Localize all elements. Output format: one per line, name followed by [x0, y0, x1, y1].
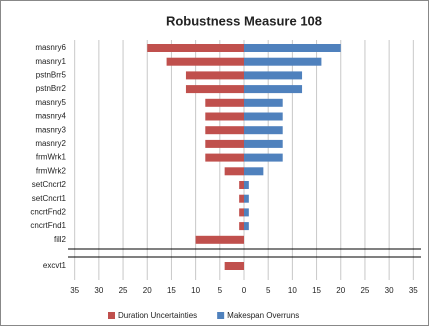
chart-title: Robustness Measure 108: [166, 13, 322, 28]
x-tick-label: 30: [94, 286, 103, 295]
y-tick-label: masnry4: [35, 112, 66, 121]
bar: [147, 44, 244, 52]
bar: [244, 167, 264, 176]
bar: [205, 153, 244, 162]
bar: [244, 71, 303, 80]
x-tick-label: 30: [385, 286, 394, 295]
legend-swatch: [108, 312, 115, 319]
y-tick-label: cncrtFnd2: [30, 208, 66, 217]
bar: [244, 222, 249, 231]
x-tick-label: 35: [70, 286, 79, 295]
bar: [224, 167, 244, 176]
bar: [166, 57, 244, 66]
y-tick-label: masnry1: [35, 57, 66, 66]
legend-swatch: [217, 312, 225, 319]
y-tick-label: fill2: [54, 235, 67, 244]
bar: [244, 57, 322, 66]
bar: [185, 85, 244, 94]
x-tick-label: 15: [312, 286, 321, 295]
x-tick-label: 10: [191, 286, 200, 295]
bar: [244, 153, 283, 162]
x-tick-label: 5: [218, 286, 223, 295]
y-tick-label: setCncrt2: [32, 180, 67, 189]
bar: [224, 262, 244, 270]
bar: [244, 139, 283, 148]
x-tick-label: 25: [360, 286, 369, 295]
x-tick-label: 20: [336, 286, 345, 295]
x-tick-label: 10: [288, 286, 297, 295]
y-tick-label: frmWrk1: [36, 153, 67, 162]
bar: [195, 235, 244, 244]
x-tick-label: 0: [242, 286, 247, 295]
bar: [239, 194, 244, 203]
y-tick-label: excvt1: [43, 261, 67, 270]
bar: [244, 126, 283, 135]
bar: [205, 126, 244, 135]
y-tick-label: masnry5: [35, 98, 66, 107]
bar: [239, 181, 244, 189]
bar: [244, 208, 249, 217]
x-tick-label: 15: [167, 286, 176, 295]
bar: [239, 222, 244, 231]
y-tick-label: masnry6: [35, 43, 66, 52]
x-tick-label: 20: [143, 286, 152, 295]
bar: [239, 208, 244, 217]
bar: [244, 44, 341, 52]
y-tick-label: pstnBrr2: [36, 84, 67, 93]
bar: [205, 112, 244, 121]
y-tick-label: frmWrk2: [36, 166, 67, 175]
x-tick-label: 5: [266, 286, 271, 295]
bar: [185, 71, 244, 80]
legend-label: Duration Uncertainties: [118, 311, 197, 320]
bar: [244, 98, 283, 107]
x-tick-label: 25: [119, 286, 128, 295]
y-tick-label: pstnBrr5: [36, 71, 67, 80]
y-tick-label: masnry3: [35, 125, 66, 134]
bar: [244, 85, 303, 94]
y-tick-label: setCncrt1: [32, 194, 67, 203]
x-tick-label: 35: [409, 286, 418, 295]
legend-label: Makespan Overruns: [227, 311, 299, 320]
bar: [205, 139, 244, 148]
bar: [205, 98, 244, 107]
bar: [244, 112, 283, 121]
y-tick-label: cncrtFnd1: [30, 221, 66, 230]
bar: [244, 181, 249, 189]
y-tick-label: masnry2: [35, 139, 66, 148]
bar: [244, 194, 249, 203]
